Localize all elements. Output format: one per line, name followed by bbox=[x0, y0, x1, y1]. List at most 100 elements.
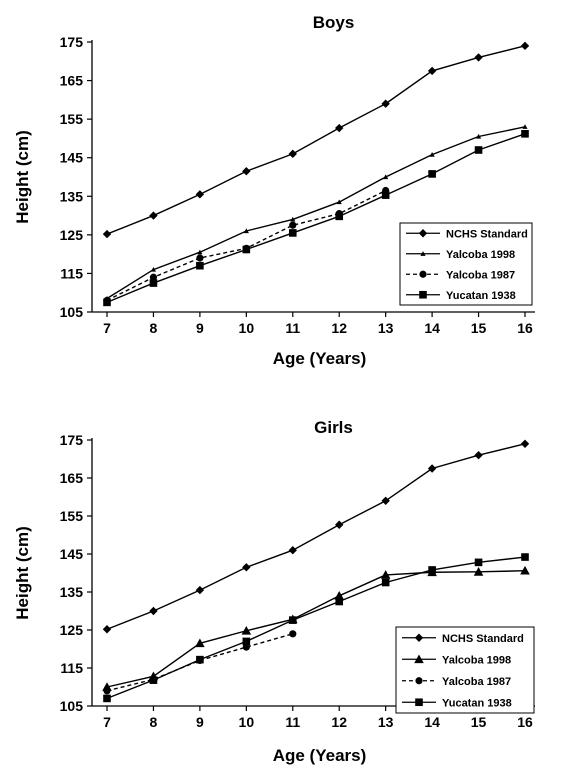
data-point bbox=[428, 566, 436, 574]
x-tick-label: 12 bbox=[331, 714, 347, 730]
data-point bbox=[381, 191, 390, 199]
data-point bbox=[520, 565, 530, 575]
data-point bbox=[474, 451, 483, 460]
data-point bbox=[242, 245, 251, 254]
x-tick-label: 11 bbox=[285, 320, 300, 336]
data-point bbox=[288, 149, 297, 159]
y-tick-label: 165 bbox=[60, 470, 84, 486]
x-tick-label: 11 bbox=[285, 714, 300, 730]
series-yucatan-1938 bbox=[103, 553, 529, 703]
data-point bbox=[381, 99, 390, 108]
data-point bbox=[334, 591, 345, 600]
data-point bbox=[381, 496, 390, 505]
data-point bbox=[197, 249, 203, 255]
y-tick-label: 155 bbox=[60, 508, 84, 524]
data-point bbox=[288, 229, 297, 237]
data-point bbox=[522, 124, 528, 129]
legend-swatch-marker bbox=[420, 251, 426, 256]
x-tick-label: 13 bbox=[378, 320, 394, 336]
data-point bbox=[475, 133, 482, 139]
x-tick-label: 9 bbox=[196, 714, 204, 730]
y-tick-label: 115 bbox=[60, 265, 83, 281]
data-point bbox=[196, 655, 204, 664]
data-point bbox=[381, 578, 390, 587]
data-point bbox=[150, 266, 157, 272]
y-tick-label: 165 bbox=[60, 73, 84, 89]
x-tick-label: 15 bbox=[471, 714, 487, 730]
data-point bbox=[473, 567, 484, 576]
data-point bbox=[289, 221, 297, 229]
data-point bbox=[149, 606, 158, 616]
legend: NCHS Standard Yalcoba 1998 Yalcoba 1987 Yuc… bbox=[395, 626, 535, 714]
x-tick-label: 7 bbox=[103, 320, 111, 336]
y-tick-label: 125 bbox=[60, 227, 84, 243]
legend-entry: Yucatan 1938 bbox=[442, 697, 512, 709]
legend-entry: Yalcoba 1998 bbox=[442, 654, 511, 666]
legend-swatch-marker bbox=[419, 270, 427, 278]
x-tick-label: 14 bbox=[424, 320, 440, 336]
data-point bbox=[149, 273, 158, 281]
data-point bbox=[335, 123, 344, 133]
x-tick-label: 9 bbox=[196, 320, 204, 336]
data-point bbox=[474, 558, 483, 567]
x-tick-label: 16 bbox=[517, 714, 533, 730]
data-point bbox=[195, 190, 205, 199]
y-axis-label: Height (cm) bbox=[13, 130, 32, 224]
series-line bbox=[106, 570, 526, 688]
x-axis-label: Age (Years) bbox=[273, 349, 367, 368]
chart-0: Boys 175 165 155 145 135 125 115 105 7 8 9 10 11 12 13 1… bbox=[13, 13, 535, 368]
series-line bbox=[106, 133, 526, 304]
legend-swatch-marker bbox=[415, 677, 423, 685]
legend: NCHS Standard Yalcoba 1998 Yalcoba 1987 Yuc… bbox=[399, 222, 533, 306]
y-tick-label: 135 bbox=[60, 584, 84, 600]
x-axis-label: Age (Years) bbox=[273, 746, 367, 765]
data-point bbox=[520, 41, 530, 51]
series-line bbox=[106, 45, 526, 235]
x-tick-label: 10 bbox=[239, 714, 255, 730]
x-tick-label: 13 bbox=[378, 714, 394, 730]
series-line bbox=[106, 126, 526, 300]
data-point bbox=[428, 170, 436, 178]
x-tick-label: 10 bbox=[239, 320, 255, 336]
data-point bbox=[195, 638, 205, 648]
series-yucatan-1938 bbox=[103, 130, 529, 307]
legend-swatch-marker bbox=[419, 290, 427, 299]
data-point bbox=[335, 212, 344, 221]
data-point bbox=[196, 261, 204, 270]
series-line bbox=[106, 443, 526, 630]
data-point bbox=[289, 630, 297, 638]
x-tick-label: 14 bbox=[424, 714, 440, 730]
data-point bbox=[149, 676, 158, 684]
data-point bbox=[243, 228, 249, 234]
data-point bbox=[149, 211, 158, 220]
data-point bbox=[242, 637, 251, 646]
legend-entry: Yalcoba 1987 bbox=[442, 676, 511, 688]
data-point bbox=[474, 53, 483, 62]
data-point bbox=[288, 546, 297, 555]
legend-swatch-marker bbox=[414, 654, 424, 664]
data-point bbox=[103, 694, 111, 703]
y-tick-label: 155 bbox=[60, 111, 84, 127]
data-point bbox=[520, 439, 530, 448]
data-point bbox=[241, 625, 252, 635]
legend-entry: NCHS Standard bbox=[446, 228, 528, 240]
y-tick-label: 175 bbox=[60, 34, 84, 50]
data-point bbox=[474, 146, 483, 154]
chart-title: Girls bbox=[314, 418, 353, 437]
data-point bbox=[335, 597, 344, 606]
series-nchs-standard bbox=[102, 439, 530, 634]
legend-swatch-marker bbox=[414, 633, 424, 642]
y-tick-label: 135 bbox=[60, 188, 84, 204]
data-point bbox=[380, 570, 391, 579]
y-tick-label: 115 bbox=[60, 660, 83, 676]
x-tick-label: 12 bbox=[331, 320, 347, 336]
data-point bbox=[521, 553, 529, 561]
x-tick-label: 15 bbox=[471, 320, 487, 336]
data-point bbox=[429, 152, 435, 157]
data-point bbox=[102, 625, 112, 634]
data-point bbox=[242, 167, 251, 176]
chart-title: Boys bbox=[313, 13, 355, 32]
y-tick-label: 105 bbox=[60, 304, 84, 320]
